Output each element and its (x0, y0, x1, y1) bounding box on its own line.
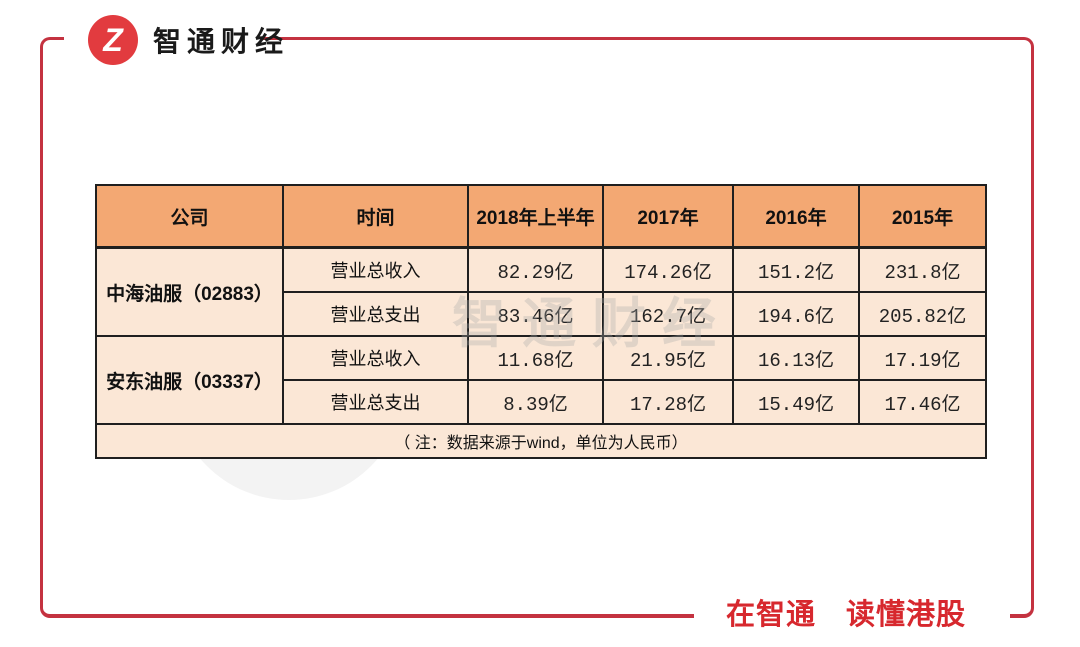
table-note-row: （ 注：数据来源于wind，单位为人民币） (95, 423, 987, 459)
value-cell: 162.7亿 (602, 291, 734, 337)
value-cell: 17.19亿 (858, 335, 987, 381)
financial-table: 公司 时间 2018年上半年 2017年 2016年 2015年 中海油服（02… (95, 184, 987, 459)
value-cell: 17.46亿 (858, 379, 987, 425)
brand-logo-icon: Z (88, 15, 138, 65)
value-cell: 83.46亿 (467, 291, 604, 337)
value-cell: 16.13亿 (732, 335, 860, 381)
table-row: 营业总支出 8.39亿 17.28亿 15.49亿 17.46亿 (96, 379, 987, 425)
value-cell: 82.29亿 (467, 246, 604, 293)
metric-label: 营业总支出 (282, 291, 469, 337)
table-row: 中海油服（02883） 营业总收入 82.29亿 174.26亿 151.2亿 … (95, 246, 987, 337)
table-row: 安东油服（03337） 营业总收入 11.68亿 21.95亿 16.13亿 1… (95, 335, 987, 425)
company-cell-cnooc: 中海油服（02883） (95, 246, 284, 337)
value-cell: 174.26亿 (602, 246, 734, 293)
table-header-row: 公司 时间 2018年上半年 2017年 2016年 2015年 (95, 184, 987, 249)
value-cell: 11.68亿 (467, 335, 604, 381)
value-cell: 205.82亿 (858, 291, 987, 337)
page-frame-border (40, 37, 1034, 618)
value-cell: 151.2亿 (732, 246, 860, 293)
value-cell: 194.6亿 (732, 291, 860, 337)
col-header-2017: 2017年 (602, 184, 734, 249)
value-cell: 17.28亿 (602, 379, 734, 425)
metric-label: 营业总收入 (282, 246, 469, 293)
brand-logo: Z 智通财经 (88, 14, 289, 66)
brand-name: 智通财经 (153, 26, 290, 57)
value-cell: 15.49亿 (732, 379, 860, 425)
col-header-2016: 2016年 (732, 184, 860, 249)
value-cell: 8.39亿 (467, 379, 604, 425)
col-header-company: 公司 (95, 184, 284, 249)
col-header-2018h1: 2018年上半年 (467, 184, 604, 249)
col-header-period: 时间 (282, 184, 469, 249)
col-header-2015: 2015年 (858, 184, 987, 249)
value-cell: 231.8亿 (858, 246, 987, 293)
frame-gap-bottom (694, 605, 1010, 631)
table-row: 营业总支出 83.46亿 162.7亿 194.6亿 205.82亿 (96, 291, 987, 337)
slogan: 在智通 读懂港股 (725, 599, 966, 631)
value-cell: 21.95亿 (602, 335, 734, 381)
metric-label: 营业总支出 (282, 379, 469, 425)
company-cell-anton: 安东油服（03337） (95, 335, 284, 425)
metric-label: 营业总收入 (282, 335, 469, 381)
table-note: （ 注：数据来源于wind，单位为人民币） (95, 423, 987, 459)
financial-table-container: 公司 时间 2018年上半年 2017年 2016年 2015年 中海油服（02… (95, 184, 987, 459)
